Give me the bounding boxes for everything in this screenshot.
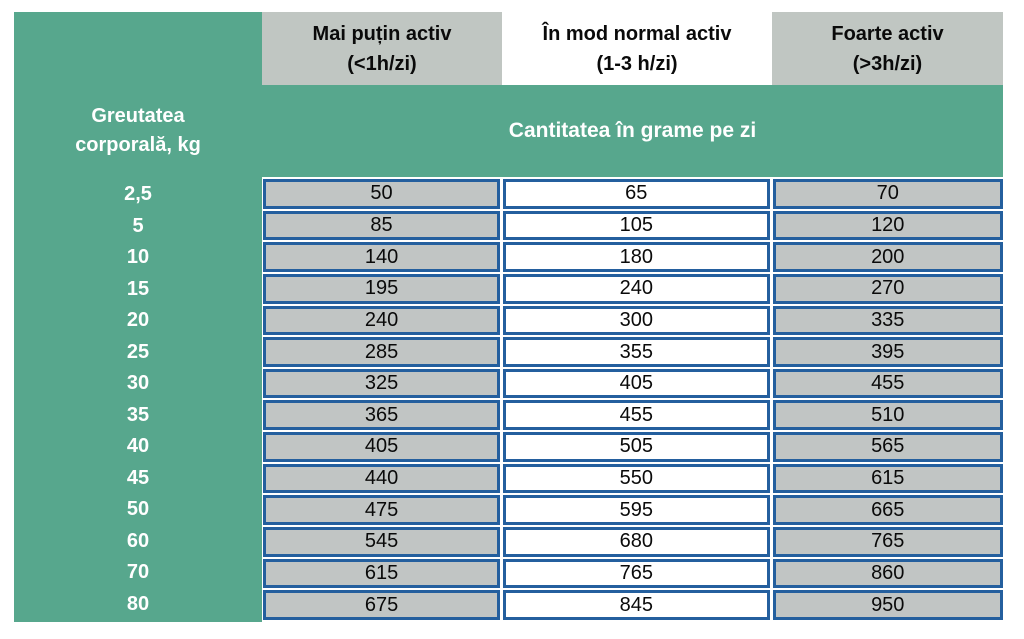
table-cell: 765 [503,558,770,589]
table-cell: 680 [503,527,770,557]
table-cell: 455 [772,368,1003,399]
table-cell: 455 [503,400,770,431]
weight-label: 25 [126,340,150,363]
table-cell: 565 [772,432,1003,462]
table-cell: 545 [263,527,501,557]
table-cell: 440 [263,463,501,494]
table-cell: 595 [503,495,770,526]
table-row: 405 505 565 [263,432,1003,462]
weight-label: 15 [126,277,150,300]
table-cell: 845 [503,590,770,620]
table-cell: 405 [263,432,501,462]
column-header-sublabel: (>3h/zi) [852,52,923,75]
weight-label: 80 [126,592,150,615]
table-row: 85 105 120 [263,210,1003,241]
table-row: 475 595 665 [263,495,1003,526]
weight-label: 35 [126,403,150,426]
row-header-body-weight: Greutatea corporală, kg [14,85,262,177]
table-cell: 200 [772,242,1003,272]
table-cell: 180 [503,242,770,272]
table-cell: 395 [772,337,1003,367]
column-header-normal-active: În mod normal activ (1-3 h/zi) [502,12,772,85]
table-cell: 615 [772,463,1003,494]
table-cell: 85 [263,210,501,241]
table-cell: 195 [263,273,501,304]
table-cell: 765 [772,527,1003,557]
banner-title: Cantitatea în grame pe zi [508,119,757,142]
column-header-sublabel: (<1h/zi) [347,52,417,75]
column-header-label: Mai puțin activ [312,22,452,45]
banner-background [14,85,1003,177]
weight-label: 5 [132,214,144,237]
table-cell: 950 [772,590,1003,620]
weight-label: 45 [126,466,150,489]
weight-label: 40 [126,435,150,458]
table-cell: 675 [263,590,501,620]
weight-label: 60 [126,529,150,552]
table-row: 545 680 765 [263,527,1003,557]
table-cell: 240 [263,305,501,336]
table-cell: 510 [772,400,1003,431]
table-row: 195 240 270 [263,273,1003,304]
table-cell: 65 [503,179,770,209]
table-row: 325 405 455 [263,368,1003,399]
column-header-less-active: Mai puțin activ (<1h/zi) [262,12,502,85]
table-cell: 615 [263,558,501,589]
table-cell: 860 [772,558,1003,589]
data-table: 50 65 70 85 105 120 140 180 200 195 240 270 240 300 33… [260,177,1006,622]
table-cell: 335 [772,305,1003,336]
table-cell: 325 [263,368,501,399]
data-table-body: 50 65 70 85 105 120 140 180 200 195 240 270 240 300 33… [263,179,1003,620]
table-cell: 405 [503,368,770,399]
table-cell: 300 [503,305,770,336]
table-cell: 285 [263,337,501,367]
weight-label: 50 [126,498,150,521]
table-cell: 355 [503,337,770,367]
table-cell: 665 [772,495,1003,526]
table-cell: 550 [503,463,770,494]
column-header-label: Foarte activ [831,22,944,45]
weight-label: 10 [126,246,150,269]
column-header-sublabel: (1-3 h/zi) [596,52,678,75]
table-cell: 270 [772,273,1003,304]
table-row: 50 65 70 [263,179,1003,209]
column-header-very-active: Foarte activ (>3h/zi) [772,12,1003,85]
weight-label: 70 [126,561,150,584]
table-cell: 475 [263,495,501,526]
table-row: 675 845 950 [263,590,1003,620]
table-row: 140 180 200 [263,242,1003,272]
weight-label: 30 [126,372,150,395]
table-row: 285 355 395 [263,337,1003,367]
column-header-label: În mod normal activ [542,22,732,45]
table-cell: 505 [503,432,770,462]
table-cell: 140 [263,242,501,272]
table-cell: 240 [503,273,770,304]
row-header-line1: Greutatea [91,105,185,127]
table-cell: 365 [263,400,501,431]
weight-label: 20 [126,309,150,332]
table-cell: 70 [772,179,1003,209]
table-cell: 105 [503,210,770,241]
table-row: 440 550 615 [263,463,1003,494]
row-header-line2: corporală, kg [75,134,201,156]
weight-label: 2,5 [124,183,152,206]
table-row: 240 300 335 [263,305,1003,336]
table-cell: 120 [772,210,1003,241]
table-row: 365 455 510 [263,400,1003,431]
weight-column: 2,5 5 10 15 20 25 30 35 40 45 50 60 70 80 [14,177,262,622]
table-cell: 50 [263,179,501,209]
table-row: 615 765 860 [263,558,1003,589]
